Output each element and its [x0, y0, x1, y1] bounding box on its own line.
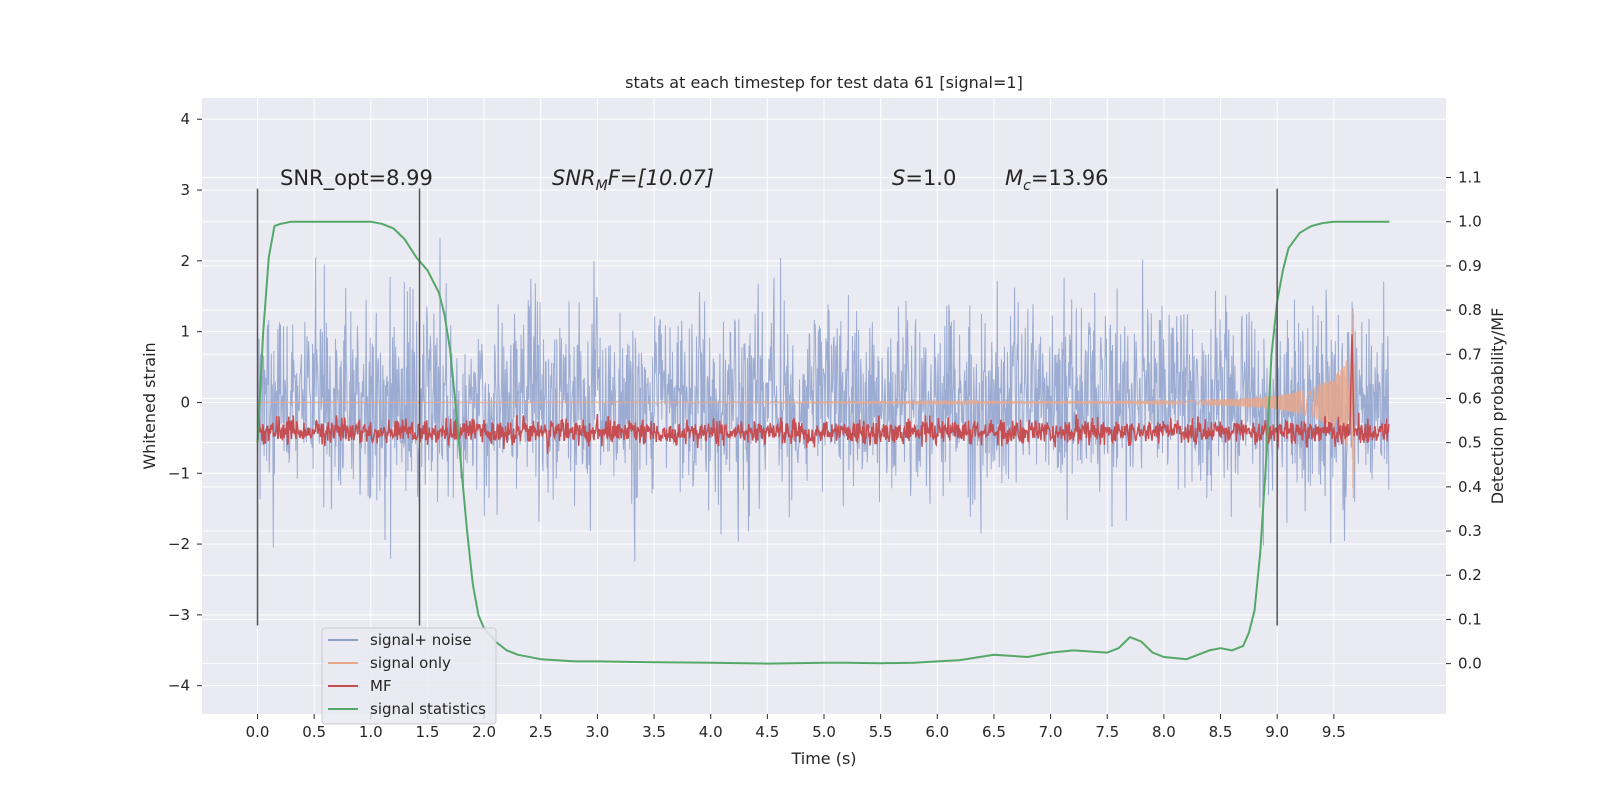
x-tick-label-17: 8.5: [1209, 723, 1233, 741]
y2-tick-label-5: 0.6: [1458, 389, 1482, 407]
x-tick-label-10: 5.0: [812, 723, 836, 741]
annotation-snr-mf-f: F=[10.07]: [608, 166, 714, 190]
annotation-snr-mf-base: SNR: [552, 166, 596, 190]
y2-axis-ticks: 1.1 1.0 0.9 0.8 0.7 0.6 0.5 0.4 0.3 0.2 0.1 0.0: [1446, 169, 1482, 673]
series-mf: [257, 333, 1390, 454]
annotation-snr-opt: SNR_opt=8.99: [280, 166, 433, 191]
series-signal-statistics: [256, 220, 1390, 665]
series-signal-only: [257, 308, 1355, 499]
y-tick-label-7: −3: [168, 606, 190, 624]
legend-box: [321, 627, 497, 725]
y2-tick-label-8: 0.3: [1458, 522, 1482, 540]
y-tick-label-0: 4: [180, 110, 190, 128]
x-tick-label-1: 0.5: [302, 723, 326, 741]
x-tick-label-9: 4.5: [755, 723, 779, 741]
plot-area-group: [202, 98, 1446, 714]
chart-title: stats at each timestep for test data 61 …: [625, 73, 1023, 92]
x-tick-label-4: 2.0: [472, 723, 496, 741]
y2-axis-label: Detection probability/MF: [1488, 308, 1507, 505]
x-tick-label-18: 9.0: [1265, 723, 1289, 741]
x-tick-label-2: 1.0: [359, 723, 383, 741]
series-signal-noise: [257, 237, 1390, 562]
x-tick-label-13: 6.5: [982, 723, 1006, 741]
x-tick-label-6: 3.0: [585, 723, 609, 741]
annotation-snr-mf-sub: M: [596, 178, 608, 194]
x-tick-label-0: 0.0: [246, 723, 270, 741]
y2-tick-label-0: 1.1: [1458, 169, 1482, 187]
legend-label-signal-only: signal only: [370, 654, 451, 672]
y2-tick-label-11: 0.0: [1458, 655, 1482, 673]
y2-tick-label-4: 0.7: [1458, 345, 1482, 363]
y2-tick-label-2: 0.9: [1458, 257, 1482, 275]
y2-tick-label-3: 0.8: [1458, 301, 1482, 319]
annotation-mc-var: M: [1005, 166, 1023, 190]
annotation-s-var: S: [892, 166, 905, 190]
y-tick-label-1: 3: [180, 181, 190, 199]
series-layer: [256, 220, 1390, 665]
y-axis-label: Whitened strain: [140, 342, 159, 469]
x-tick-label-15: 7.5: [1095, 723, 1119, 741]
x-tick-label-5: 2.5: [529, 723, 553, 741]
y2-tick-label-6: 0.5: [1458, 434, 1482, 452]
y-tick-label-8: −4: [168, 677, 190, 695]
x-tick-label-11: 5.5: [869, 723, 893, 741]
x-tick-label-19: 9.5: [1322, 723, 1346, 741]
vertical-lines: [256, 188, 1278, 626]
legend-label-signal-statistics: signal statistics: [370, 700, 486, 718]
x-tick-label-16: 8.0: [1152, 723, 1176, 741]
x-tick-label-12: 6.0: [925, 723, 949, 741]
annotation-s-value: =1.0: [905, 166, 956, 190]
x-axis-label: Time (s): [790, 749, 856, 768]
y-tick-label-5: −1: [168, 464, 190, 482]
legend-label-signal-noise: signal+ noise: [370, 631, 472, 649]
legend: signal+ noise signal only MF signal stat…: [321, 627, 497, 725]
x-tick-label-8: 4.0: [699, 723, 723, 741]
y2-tick-label-1: 1.0: [1458, 213, 1482, 231]
x-axis-ticks: 0.0 0.5 1.0 1.5 2.0 2.5 3.0 3.5 4.0 4.5 5.0 5.5 6.0 6…: [246, 714, 1346, 741]
y-tick-label-6: −2: [168, 535, 190, 553]
y2-tick-label-9: 0.2: [1458, 566, 1482, 584]
annotations: SNR_opt=8.99 SNRMF=[10.07] S=1.0 Mc=13.9…: [280, 166, 1109, 194]
y-tick-label-3: 1: [180, 323, 190, 341]
legend-label-mf: MF: [370, 677, 392, 695]
annotation-mc: Mc=13.96: [1005, 166, 1109, 194]
annotation-mc-value: =13.96: [1031, 166, 1109, 190]
x-tick-label-7: 3.5: [642, 723, 666, 741]
x-tick-label-14: 7.0: [1039, 723, 1063, 741]
x-tick-label-3: 1.5: [416, 723, 440, 741]
annotation-snr-mf: SNRMF=[10.07]: [552, 166, 714, 194]
y-tick-label-2: 2: [180, 252, 190, 270]
y-axis-ticks: 4 3 2 1 0 −1 −2 −3 −4: [168, 110, 202, 695]
y2-tick-label-10: 0.1: [1458, 610, 1482, 628]
y2-tick-label-7: 0.4: [1458, 478, 1482, 496]
y-tick-label-4: 0: [180, 393, 190, 411]
annotation-s: S=1.0: [892, 166, 956, 190]
annotation-mc-sub: c: [1023, 178, 1031, 194]
